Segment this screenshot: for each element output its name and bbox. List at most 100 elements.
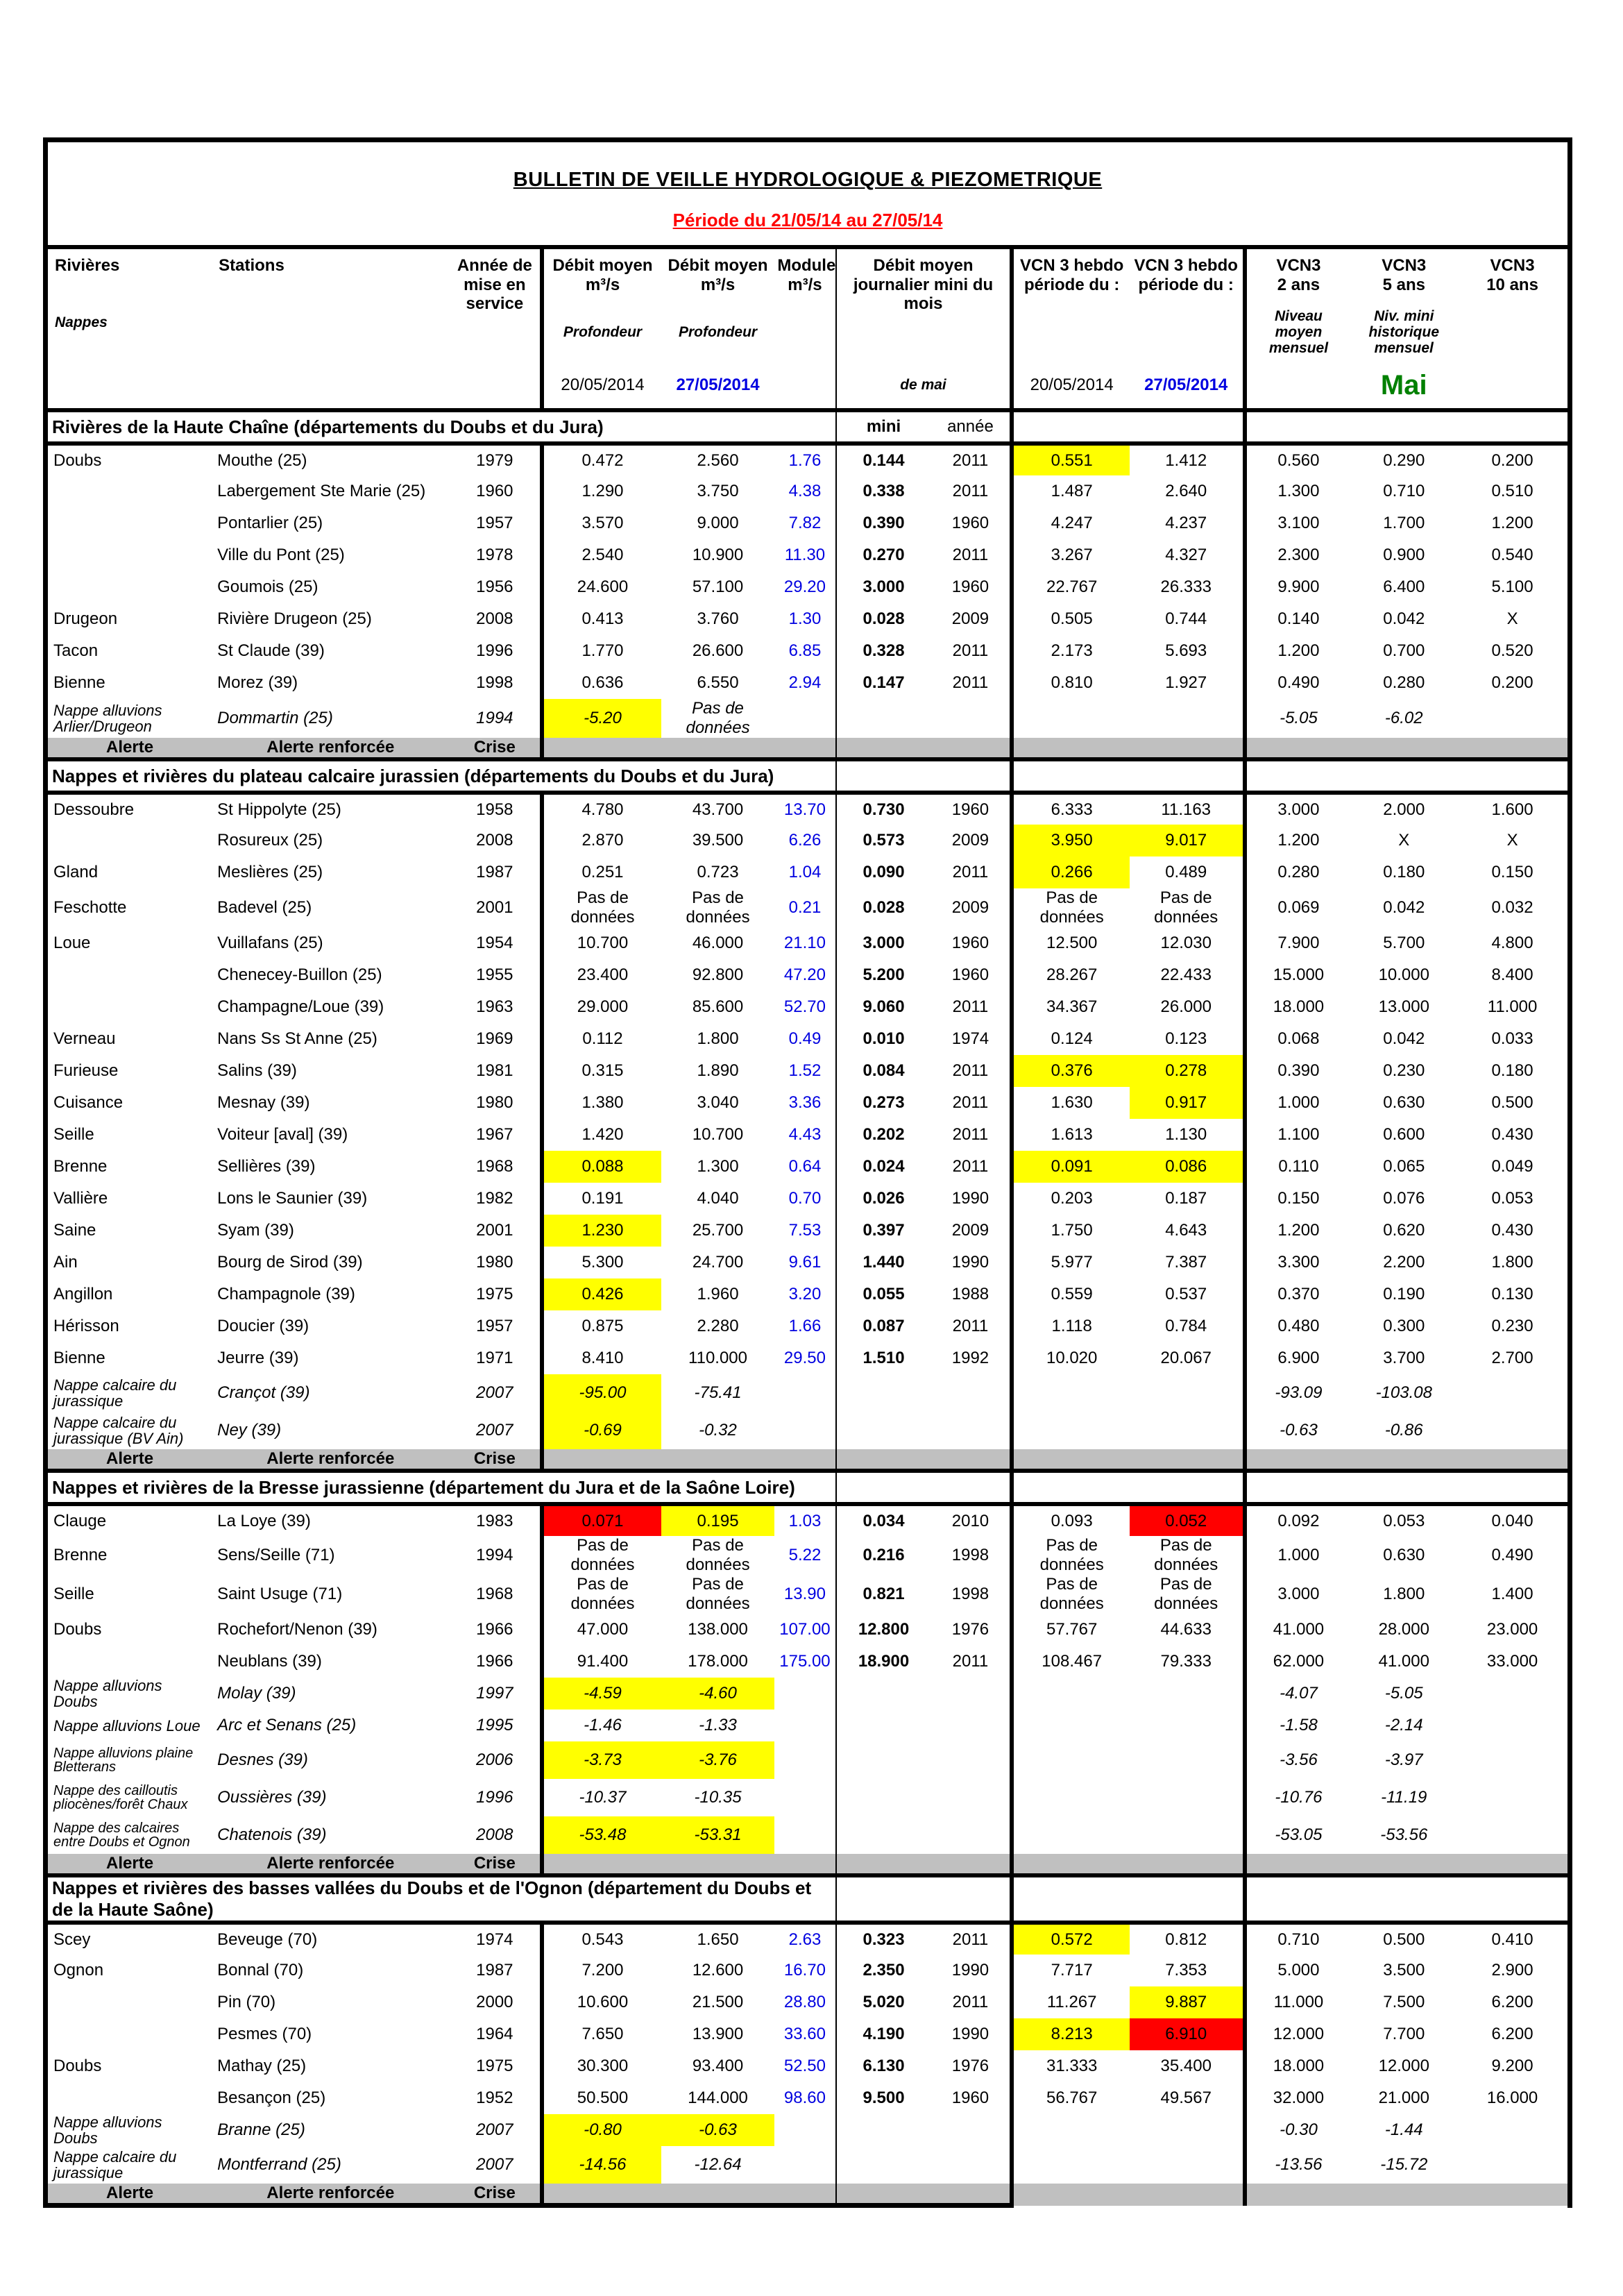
value-cell: 1.440 (863, 1253, 905, 1272)
value-cell: 8.410 (581, 1349, 624, 1367)
value-cell: 3.100 (1277, 514, 1320, 532)
station-name: St Hippolyte (25) (217, 800, 341, 819)
value-cell (836, 2146, 931, 2184)
value-cell: 1.230 (542, 1215, 661, 1247)
station-name: St Claude (39) (217, 641, 325, 660)
value-cell: 1.200 (1277, 1221, 1320, 1240)
rivieres-label: Rivières (55, 256, 120, 275)
value-cell: 5.200 (863, 965, 905, 984)
value-cell: 30.300 (577, 2057, 629, 2076)
station-name: Rochefort/Nenon (39) (217, 1620, 377, 1639)
alert-spacer (1245, 1449, 1567, 1471)
value-cell: 3.267 (1051, 546, 1093, 564)
river-name: Drugeon (53, 609, 118, 628)
table-row: Scey Beveuge (70) 1974 0.543 1.650 2.63 0.323 2… (48, 1923, 1567, 1955)
value-cell (836, 1779, 931, 1816)
value-cell: 0.092 (1277, 1511, 1320, 1530)
value-cell: X (1506, 609, 1518, 628)
value-cell: -53.48 (542, 1816, 661, 1855)
value-cell (1457, 1678, 1567, 1710)
value-cell: 23.000 (1486, 1620, 1538, 1639)
value-cell: 1.400 (1491, 1585, 1533, 1603)
value-cell: 0.068 (1277, 1029, 1320, 1048)
service-year: 2001 (449, 888, 545, 927)
value-cell: 0.744 (1129, 603, 1247, 635)
river-name (48, 1986, 212, 2018)
service-year: 2007 (449, 2114, 545, 2147)
river-name (48, 825, 212, 856)
value-cell: -53.31 (661, 1816, 775, 1855)
section-title-row: Nappes et rivières des basses vallées du… (48, 1875, 1567, 1923)
value-cell: 0.049 (1491, 1157, 1533, 1176)
value-cell: 0.088 (542, 1151, 661, 1183)
table-row: Nappe alluvions plaine Bletterans Desnes … (48, 1741, 1567, 1780)
river-name: Nappe alluvions plaine Bletterans (53, 1745, 194, 1775)
alert-spacer (1245, 738, 1567, 759)
value-cell: 4.643 (1129, 1215, 1247, 1247)
value-cell: 0.397 (863, 1221, 905, 1240)
value-cell (774, 1741, 837, 1780)
value-cell: -0.30 (1280, 2120, 1318, 2140)
alert-spacer (1012, 1449, 1247, 1471)
station-name: Pesmes (70) (217, 2025, 312, 2044)
section-title-row: Rivières de la Haute Chaîne (département… (48, 410, 1567, 444)
station-name: Doucier (39) (217, 1317, 309, 1335)
value-cell (774, 2146, 837, 2184)
value-cell: 12.030 (1129, 927, 1247, 959)
value-cell: 0.551 (1012, 444, 1130, 475)
value-cell: 3.000 (1277, 1585, 1320, 1603)
service-year: 1966 (449, 1646, 545, 1678)
value-cell: 13.900 (692, 2025, 744, 2044)
value-cell: 79.333 (1129, 1646, 1247, 1678)
bulletin-title: BULLETIN DE VEILLE HYDROLOGIQUE & PIEZOM… (513, 169, 1103, 191)
service-year: 1996 (449, 635, 545, 667)
col-header-debit-mini: Débit moyen journalier mini du mois de m… (835, 249, 1014, 410)
value-cell: 1.000 (1277, 1546, 1320, 1564)
value-cell: 4.040 (697, 1189, 739, 1208)
value-cell: Pas de données (1039, 1575, 1104, 1613)
service-year: 1994 (449, 699, 545, 738)
value-cell: 23.400 (577, 965, 629, 984)
table-row: Doubs Rochefort/Nenon (39) 1966 47.000 138.0… (48, 1614, 1567, 1646)
value-cell: 2.000 (1383, 800, 1425, 819)
band-spacer (1245, 759, 1567, 793)
value-cell: 1.290 (581, 482, 624, 500)
service-year: 1958 (449, 793, 545, 825)
value-cell: 0.033 (1491, 1029, 1533, 1048)
service-year: 2008 (449, 825, 545, 856)
value-cell: 9.000 (697, 514, 739, 532)
service-year: 2001 (449, 1215, 545, 1247)
value-cell: 5.977 (1051, 1253, 1093, 1272)
value-cell (836, 1816, 931, 1854)
value-cell: 1.650 (697, 1930, 739, 1949)
value-cell: -4.60 (661, 1678, 775, 1710)
band-spacer (1012, 1471, 1247, 1504)
value-cell (931, 1741, 1014, 1780)
value-cell: 0.390 (863, 514, 905, 532)
service-year: 1960 (449, 475, 545, 507)
value-cell: 0.500 (1491, 1093, 1533, 1112)
value-cell: 34.367 (1046, 997, 1098, 1016)
river-name: Tacon (53, 641, 99, 660)
alert-spacer (542, 738, 837, 759)
river-name: Nappe des calcaires entre Doubs et Ognon (53, 1820, 190, 1850)
value-cell: 2011 (931, 635, 1014, 667)
value-cell: 108.467 (1042, 1652, 1103, 1671)
station-name: Bourg de Sirod (39) (217, 1253, 363, 1272)
value-cell: 0.413 (581, 609, 624, 628)
value-cell: 2011 (931, 1119, 1014, 1151)
station-name: Nans Ss St Anne (25) (217, 1029, 377, 1048)
river-name (48, 2082, 212, 2114)
alert-spacer (835, 2184, 1014, 2209)
value-cell: 1.613 (1051, 1125, 1093, 1144)
table-row: Ain Bourg de Sirod (39) 1980 5.300 24.700 9.6… (48, 1247, 1567, 1278)
station-name: Jeurre (39) (217, 1349, 299, 1367)
value-cell: 4.237 (1129, 507, 1247, 539)
value-cell (931, 699, 1014, 738)
service-year: 1974 (449, 1923, 545, 1955)
value-cell: 0.537 (1129, 1278, 1247, 1310)
crise-label: Crise (449, 1854, 545, 1876)
value-cell: 4.43 (774, 1119, 837, 1151)
value-cell: 7.353 (1129, 1955, 1247, 1987)
value-cell: 6.200 (1491, 2025, 1533, 2044)
